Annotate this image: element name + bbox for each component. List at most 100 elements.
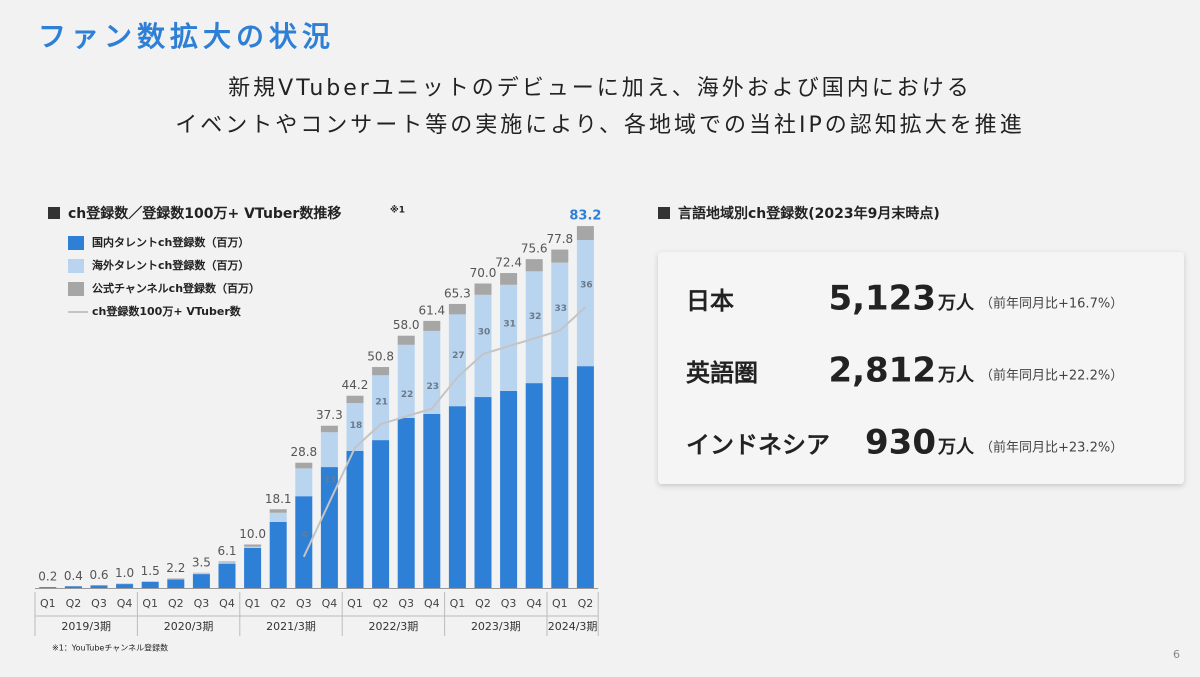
bar-segment [474, 294, 492, 398]
bar-segment [525, 259, 543, 272]
bar-segment [397, 335, 415, 345]
legend-swatch [68, 259, 84, 273]
line-value-label: 18 [350, 421, 363, 431]
bar-segment [167, 579, 185, 588]
bar-segment [448, 406, 466, 588]
bar-segment [372, 367, 390, 376]
line [302, 306, 587, 558]
region: 日本 [686, 287, 734, 315]
slide-title: ファン数拡大の状況 [38, 20, 335, 53]
x-tick-label: Q2 [66, 597, 82, 610]
bar-segment [397, 344, 415, 418]
bar-segment [244, 544, 262, 547]
line-value-label: 27 [452, 351, 465, 361]
bar-segment [346, 403, 364, 451]
group-label: 2021/3期 [266, 620, 316, 633]
x-tick-label: Q4 [526, 597, 542, 610]
region: インドネシア [686, 431, 830, 459]
total-label: 75.6 [521, 242, 548, 256]
bar-segment [576, 226, 594, 240]
group-label: 2022/3期 [369, 620, 419, 633]
total-label: 72.4 [495, 256, 522, 270]
total-label: 83.2 [569, 209, 601, 224]
legend-label: 国内タレントch登録数（百万） [92, 235, 249, 249]
total-label: 6.1 [217, 544, 236, 558]
bar-segment [551, 249, 569, 263]
x-tick-label: Q1 [40, 597, 56, 610]
count: 930 [865, 423, 936, 463]
x-tick-label: Q1 [142, 597, 158, 610]
chart-title: ch登録数／登録数100万+ VTuber数推移 [68, 205, 341, 222]
bar-segment [423, 330, 441, 414]
bar-segment [295, 468, 313, 497]
count: 5,123 [828, 279, 936, 319]
total-label: 1.0 [115, 566, 134, 580]
x-tick-label: Q2 [475, 597, 491, 610]
change: （前年同月比+16.7%） [980, 296, 1123, 312]
total-label: 28.8 [290, 445, 317, 459]
bar-segment [192, 573, 210, 575]
line-value-label: 33 [555, 304, 568, 314]
bar-segment [372, 440, 390, 588]
subtitle: 新規VTuberユニットのデビューに加え、海外および国内における [228, 76, 972, 101]
legend-label: 海外タレントch登録数（百万） [92, 258, 249, 272]
panel-title: 言語地域別ch登録数(2023年9月末時点) [678, 205, 940, 222]
total-label: 0.6 [89, 568, 108, 582]
footnote: ※1：YouTubeチャンネル登録数 [52, 643, 168, 653]
legend-label: ch登録数100万+ VTuber数 [92, 304, 242, 318]
line-value-label: 21 [375, 398, 388, 408]
chart-title-note: ※1 [390, 205, 405, 216]
total-label: 77.8 [546, 232, 573, 246]
bar-segment [218, 561, 236, 563]
bar-segment [474, 397, 492, 588]
x-tick-label: Q2 [168, 597, 184, 610]
line-value-label: 11 [324, 476, 337, 486]
total-label: 10.0 [239, 527, 266, 541]
bar-segment [192, 574, 210, 588]
total-label: 18.1 [265, 492, 292, 506]
line-value-label: 22 [401, 390, 414, 400]
bar-segment [423, 414, 441, 588]
bar-segment [500, 390, 518, 588]
bar-segment [423, 320, 441, 331]
total-label: 65.3 [444, 286, 471, 300]
x-tick-label: Q4 [322, 597, 338, 610]
page-number: 6 [1173, 648, 1180, 661]
x-tick-label: Q4 [219, 597, 235, 610]
bar-segment [551, 377, 569, 588]
bar-segment [64, 586, 82, 588]
unit: 万人 [937, 437, 975, 458]
line-value-label: 4 [302, 530, 308, 540]
x-tick-label: Q1 [245, 597, 261, 610]
bar-segment [116, 584, 134, 588]
x-tick-label: Q4 [117, 597, 133, 610]
bar-segment [320, 432, 338, 468]
legend-swatch [68, 282, 84, 296]
line-value-label: 31 [503, 320, 516, 330]
bar-segment [474, 283, 492, 295]
bar-segment [576, 366, 594, 588]
bar-segment [269, 521, 287, 588]
bar-segment [141, 581, 159, 588]
bar-segment [448, 303, 466, 315]
bar-segment [346, 395, 364, 404]
group-label: 2019/3期 [61, 620, 111, 633]
bar-segment [218, 563, 236, 588]
line-value-label: 32 [529, 312, 542, 322]
x-tick-label: Q2 [373, 597, 389, 610]
unit: 万人 [937, 365, 975, 386]
total-label: 37.3 [316, 408, 343, 422]
legend-label: 公式チャンネルch登録数（百万） [92, 281, 260, 295]
bar-segment [90, 585, 108, 588]
bar-segment [500, 284, 518, 391]
total-label: 44.2 [342, 378, 369, 392]
bar-segment [576, 240, 594, 367]
total-label: 61.4 [418, 303, 445, 317]
legend-swatch [68, 236, 84, 250]
bar-segment [295, 496, 313, 588]
line-value-label: 23 [427, 382, 440, 392]
bar-segment [500, 273, 518, 285]
bar-segment [525, 383, 543, 588]
x-tick-label: Q3 [91, 597, 107, 610]
x-tick-label: Q1 [552, 597, 568, 610]
